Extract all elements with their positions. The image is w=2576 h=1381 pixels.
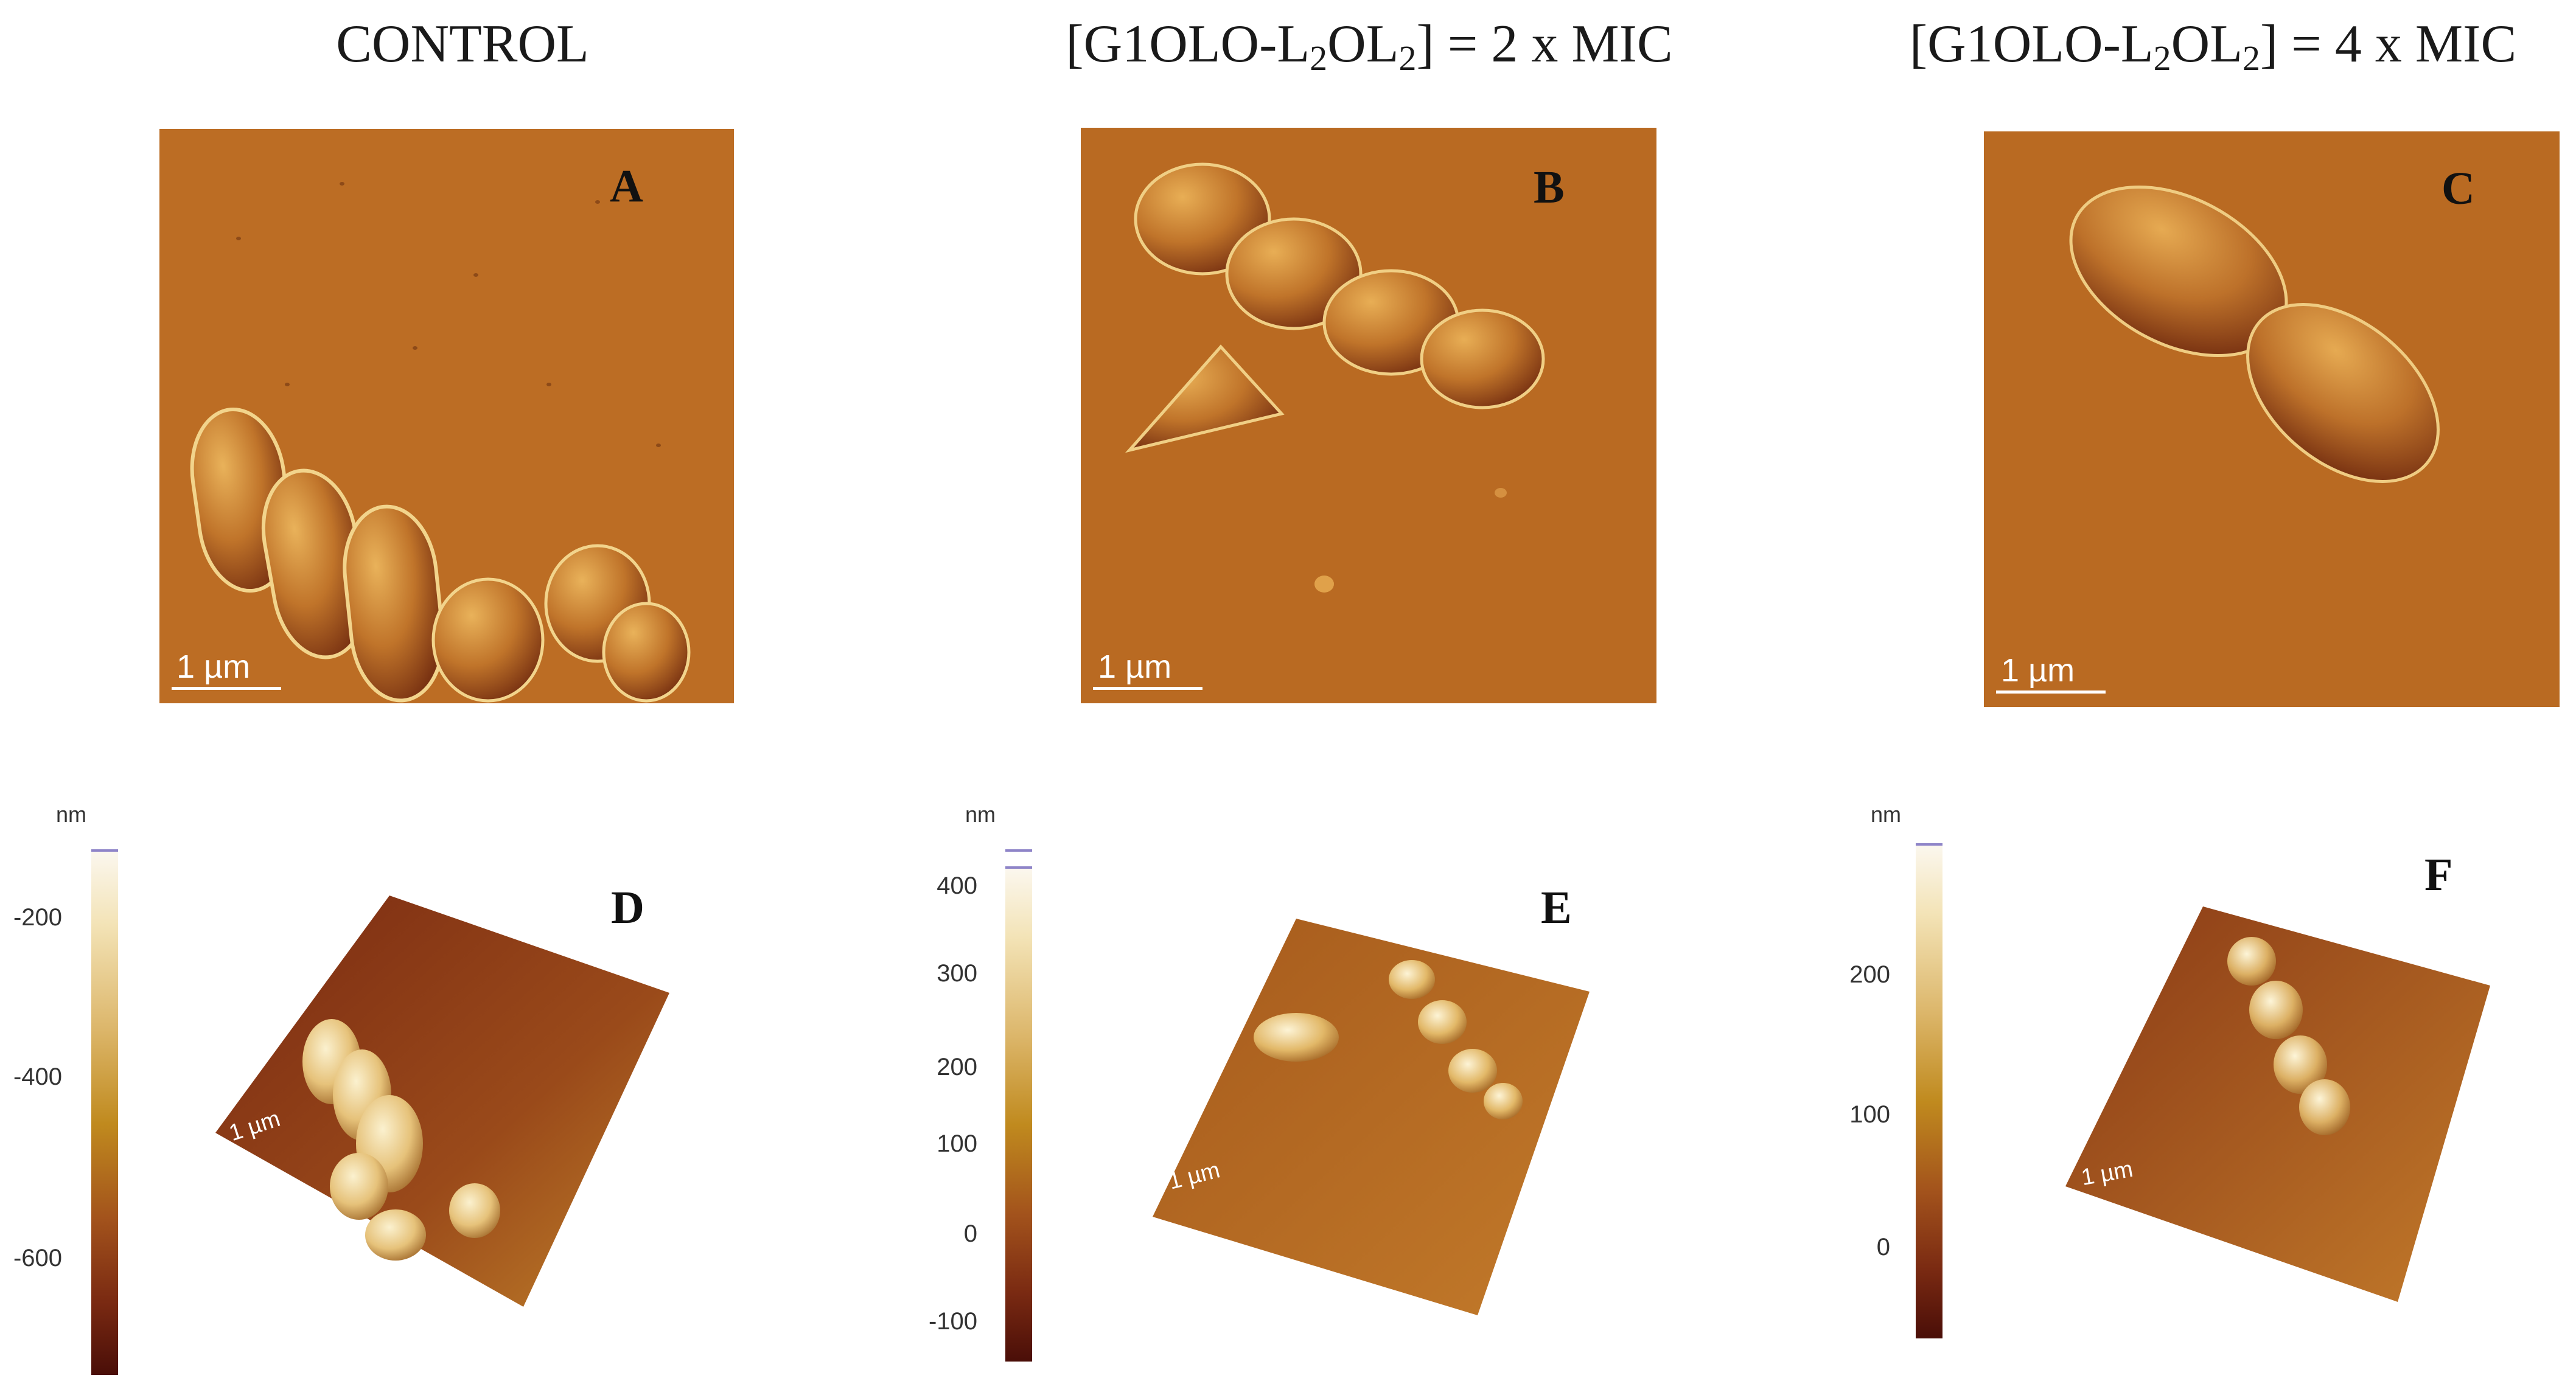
colorbar-d-tick: -600 — [13, 1245, 62, 1271]
panel-a-afm-image: A 1 µm — [159, 129, 734, 703]
bacteria-cells — [190, 407, 691, 703]
scale-bar-line — [1996, 690, 2106, 694]
colorbar-d-unit: nm — [56, 802, 87, 827]
scale-bar-a: 1 µm — [172, 650, 287, 690]
colorbar-e-tick: 0 — [963, 1220, 977, 1247]
panel-label-c: C — [2442, 163, 2475, 214]
colorbar-e-top-marker-2 — [1005, 866, 1032, 869]
scale-bar-line — [172, 687, 281, 690]
surface-render-e — [1153, 919, 1590, 1315]
scale-bar-label: 1 µm — [176, 649, 251, 685]
panel-label-e: E — [1541, 882, 1572, 933]
panel-b-afm-image: B 1 µm — [1081, 128, 1656, 703]
damaged-bacteria — [2069, 185, 2440, 483]
panel-d-3d-surface: D 1 µm — [207, 882, 694, 1326]
colorbar-d — [91, 852, 118, 1375]
scale-bar-label: 1 µm — [1098, 649, 1172, 685]
colorbar-f-tick: 200 — [1849, 961, 1890, 988]
panel-label-f: F — [2424, 849, 2453, 900]
title-control: CONTROL — [336, 15, 589, 74]
surface-render-d — [215, 896, 669, 1307]
afm-image-b — [1081, 128, 1656, 703]
colorbar-e-tick: 100 — [937, 1130, 977, 1157]
colorbar-f-tick: 100 — [1849, 1101, 1890, 1128]
colorbar-f-unit: nm — [1871, 802, 1902, 827]
title-4x-mic: [G1OLO-L2OL2] = 4 x MIC — [1909, 15, 2517, 78]
afm-image-a — [159, 129, 734, 703]
colorbar-f — [1916, 846, 1942, 1338]
title-2x-mic: [G1OLO-L2OL2] = 2 x MIC — [1066, 15, 1673, 78]
debris-fragment — [1125, 344, 1285, 453]
panel-f-3d-surface: F 1 µm — [2057, 852, 2519, 1314]
panel-label-a: A — [610, 161, 643, 212]
surface-render-f — [2065, 906, 2490, 1302]
scale-bar-label: 1 µm — [2001, 652, 2075, 689]
panel-c-afm-image: C 1 µm — [1984, 131, 2560, 707]
scale-bar-c: 1 µm — [1996, 654, 2112, 694]
colorbar-f-top-marker — [1916, 843, 1942, 846]
colorbar-f-tick: 0 — [1876, 1234, 1890, 1261]
colorbar-e — [1005, 869, 1032, 1362]
afm-image-c — [1984, 131, 2560, 707]
colorbar-e-tick: -100 — [928, 1308, 977, 1335]
colorbar-e-top-marker — [1005, 849, 1032, 852]
colorbar-e-tick: 300 — [937, 960, 977, 987]
panel-label-b: B — [1534, 162, 1565, 213]
colorbar-d-tick: -200 — [13, 904, 62, 931]
colorbar-e-tick: 400 — [937, 872, 977, 899]
colorbar-d-tick: -400 — [13, 1063, 62, 1090]
bacteria-chain — [1134, 162, 1545, 409]
scale-bar-b: 1 µm — [1093, 650, 1209, 690]
panel-label-d: D — [611, 882, 644, 933]
scale-bar-line — [1093, 687, 1202, 690]
panel-e-3d-surface: E 1 µm — [1144, 882, 1607, 1326]
colorbar-e-tick: 200 — [937, 1054, 977, 1080]
colorbar-d-top-marker — [91, 849, 118, 852]
colorbar-e-unit: nm — [965, 802, 996, 827]
